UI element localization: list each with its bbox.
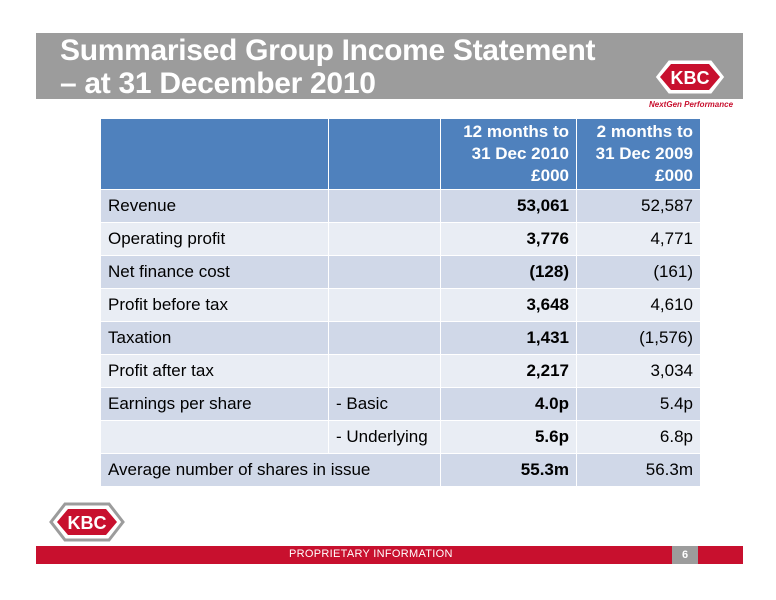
prior-value: 3,034 [576, 354, 701, 388]
row-sublabel [328, 354, 441, 388]
prior-value: 52,587 [576, 189, 701, 223]
row-sublabel: - Basic [328, 387, 441, 421]
current-value: 5.6p [440, 420, 577, 454]
row-label: Revenue [100, 189, 329, 223]
row-label: Taxation [100, 321, 329, 355]
table-row: Net finance cost (128) (161) [100, 255, 701, 289]
prior-value: 6.8p [576, 420, 701, 454]
current-value: 3,648 [440, 288, 577, 322]
header-cell [328, 118, 441, 190]
header-cell [100, 118, 329, 190]
table-row: Profit before tax 3,648 4,610 [100, 288, 701, 322]
current-value: 3,776 [440, 222, 577, 256]
table-row: Operating profit 3,776 4,771 [100, 222, 701, 256]
current-value: 53,061 [440, 189, 577, 223]
row-label: Earnings per share [100, 387, 329, 421]
row-label [100, 420, 329, 454]
table-row: Earnings per share - Basic 4.0p 5.4p [100, 387, 701, 421]
page-number: 6 [672, 546, 698, 564]
row-sublabel [328, 321, 441, 355]
table-row: Taxation 1,431 (1,576) [100, 321, 701, 355]
current-value: 1,431 [440, 321, 577, 355]
prior-value: 4,771 [576, 222, 701, 256]
kbc-logo-bottom: KBC [49, 502, 125, 542]
row-sublabel [328, 288, 441, 322]
table-row: - Underlying 5.6p 6.8p [100, 420, 701, 454]
header-prior-period: 2 months to 31 Dec 2009 £000 [576, 118, 701, 190]
logo-tagline: NextGen Performance [649, 100, 734, 109]
row-sublabel [328, 255, 441, 289]
row-label: Average number of shares in issue [100, 453, 441, 487]
header-current-period: 12 months to 31 Dec 2010 £000 [440, 118, 577, 190]
logo-text-bottom: KBC [68, 513, 107, 533]
current-value: 4.0p [440, 387, 577, 421]
row-sublabel: - Underlying [328, 420, 441, 454]
footer-label: PROPRIETARY INFORMATION [289, 548, 453, 560]
table-header-row: 12 months to 31 Dec 2010 £000 2 months t… [100, 118, 701, 190]
slide-title: Summarised Group Income Statement – at 3… [60, 34, 660, 100]
income-statement-table: 12 months to 31 Dec 2010 £000 2 months t… [100, 118, 701, 487]
table-row: Profit after tax 2,217 3,034 [100, 354, 701, 388]
prior-value: 56.3m [576, 453, 701, 487]
prior-value: 4,610 [576, 288, 701, 322]
prior-value: (1,576) [576, 321, 701, 355]
footer-bar [36, 546, 743, 564]
current-value: 55.3m [440, 453, 577, 487]
row-label: Profit before tax [100, 288, 329, 322]
table-row: Revenue 53,061 52,587 [100, 189, 701, 223]
kbc-logo-top: KBC [652, 57, 728, 97]
current-value: 2,217 [440, 354, 577, 388]
prior-value: (161) [576, 255, 701, 289]
row-label: Net finance cost [100, 255, 329, 289]
prior-value: 5.4p [576, 387, 701, 421]
row-sublabel [328, 222, 441, 256]
row-label: Profit after tax [100, 354, 329, 388]
title-band [36, 33, 743, 99]
title-line-1: Summarised Group Income Statement [60, 34, 596, 67]
row-sublabel [328, 189, 441, 223]
title-line-2: – at 31 December 2010 [60, 67, 376, 100]
table-row: Average number of shares in issue 55.3m … [100, 453, 701, 487]
logo-text: KBC [671, 68, 710, 88]
row-label: Operating profit [100, 222, 329, 256]
current-value: (128) [440, 255, 577, 289]
